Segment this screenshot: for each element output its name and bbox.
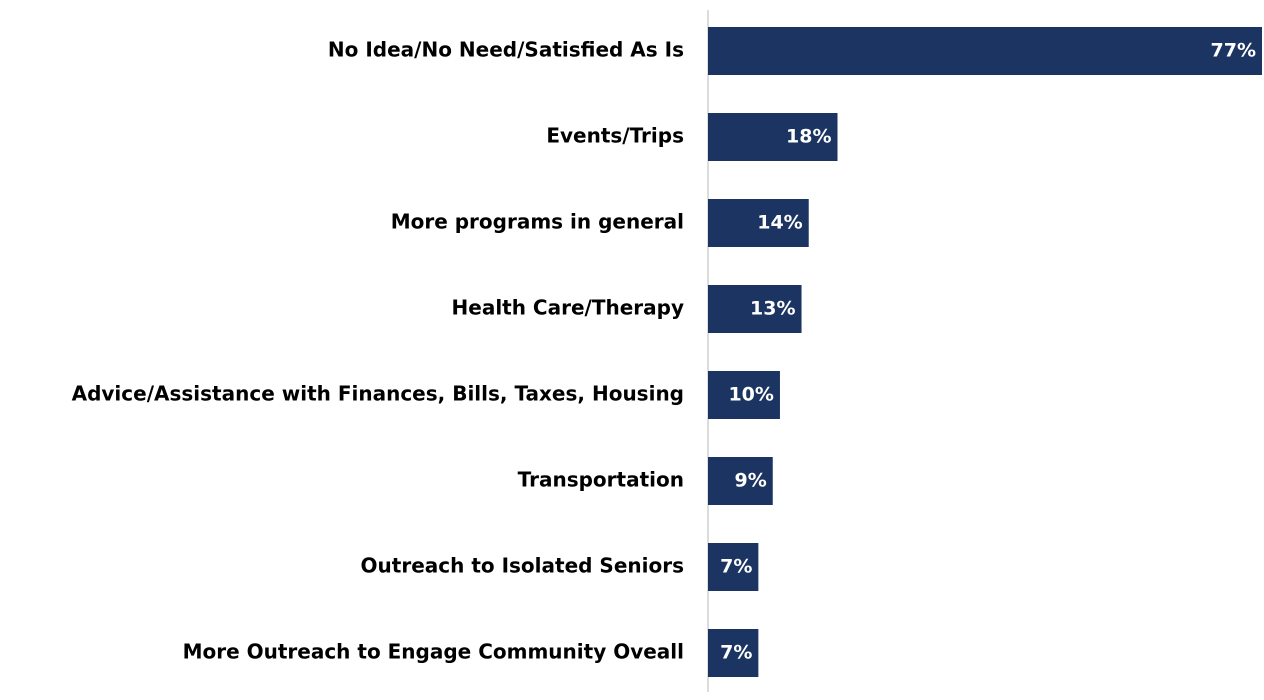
category-label: No Idea/No Need/Satisfied As Is	[328, 38, 684, 62]
value-label: 18%	[786, 126, 831, 148]
bar	[708, 457, 773, 505]
bar	[708, 629, 759, 677]
value-label: 14%	[757, 212, 802, 234]
bar	[708, 371, 780, 419]
bar	[708, 27, 1262, 75]
value-label: 13%	[750, 298, 795, 320]
category-label: More programs in general	[391, 210, 684, 234]
value-label: 10%	[728, 384, 773, 406]
category-label: More Outreach to Engage Community Oveall	[183, 640, 684, 664]
value-label: 7%	[720, 642, 752, 664]
category-label: Outreach to Isolated Seniors	[361, 554, 684, 578]
category-label: Events/Trips	[546, 124, 684, 148]
value-label: 7%	[720, 556, 752, 578]
bar	[708, 113, 838, 161]
bar	[708, 285, 802, 333]
category-label: Transportation	[518, 468, 684, 492]
bar	[708, 199, 809, 247]
category-label: Health Care/Therapy	[452, 296, 684, 320]
bar	[708, 543, 759, 591]
value-label: 77%	[1211, 40, 1256, 62]
category-label: Advice/Assistance with Finances, Bills, …	[72, 382, 684, 406]
value-label: 9%	[734, 470, 766, 492]
